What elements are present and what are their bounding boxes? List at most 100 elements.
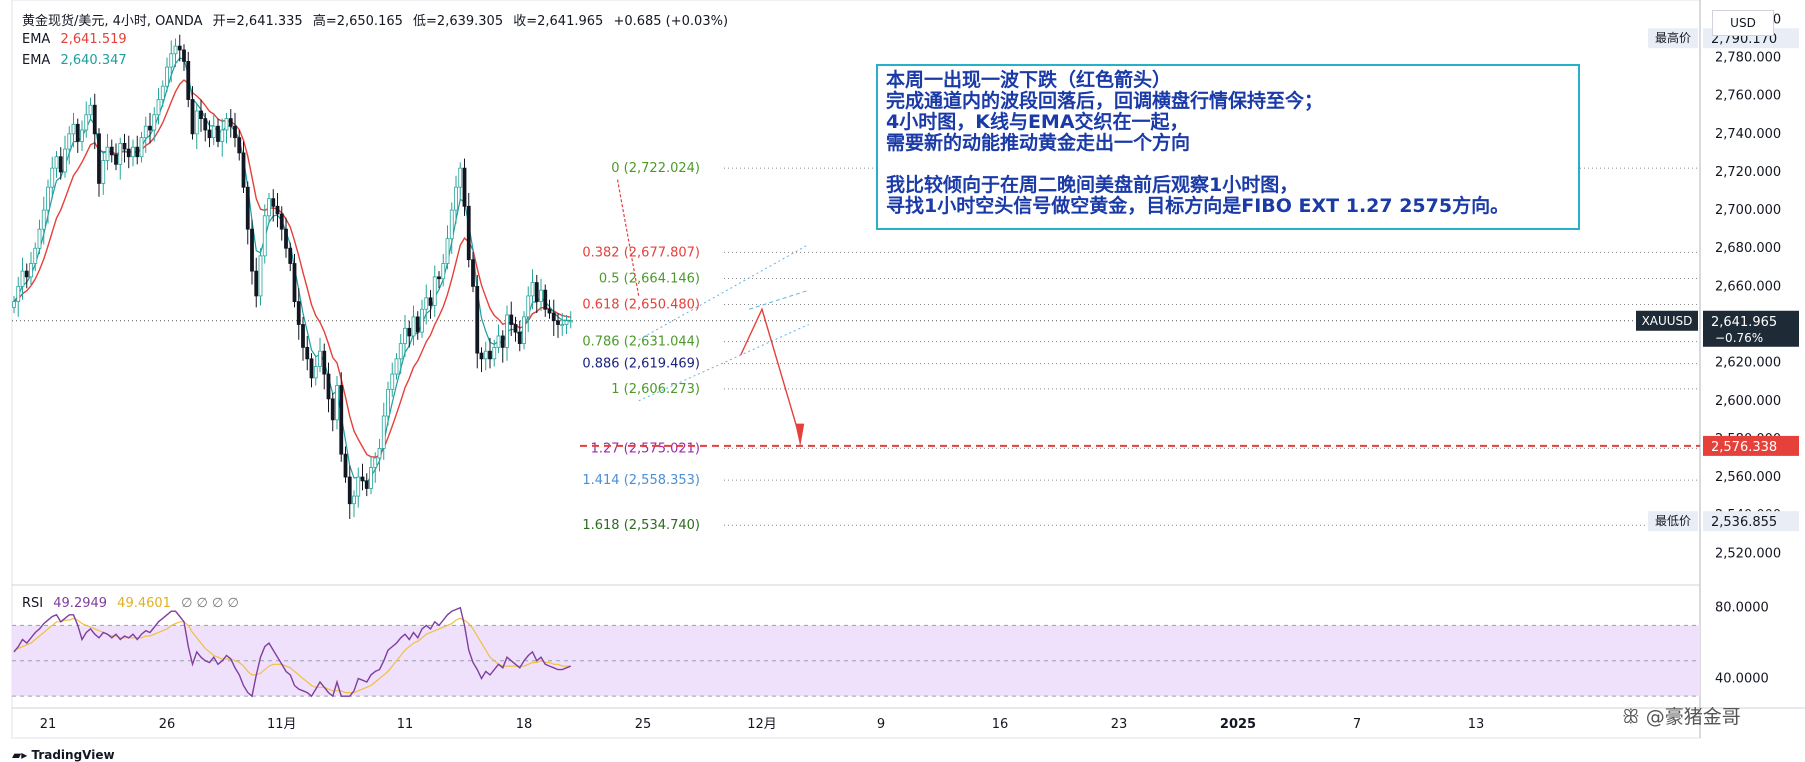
candle-body	[318, 350, 322, 367]
rsi-ma-value: 49.4601	[117, 596, 171, 611]
time-tick-label: 16	[992, 717, 1009, 732]
channel-lower-line	[638, 324, 809, 402]
target-price-value: 2,576.338	[1711, 440, 1777, 455]
candle-body	[20, 270, 25, 287]
candle-body	[335, 385, 339, 421]
candle-body	[254, 270, 259, 297]
candle-body	[50, 167, 55, 188]
symbol-tag-label: XAUUSD	[1642, 314, 1693, 328]
annotation-line: 本周一出现一波下跌（红色箭头）	[886, 69, 1172, 91]
weibo-icon: ꕥ	[1622, 706, 1640, 728]
candle-body	[46, 186, 50, 211]
candle-body	[492, 346, 497, 360]
candle-body	[568, 320, 573, 323]
time-tick-label: 18	[516, 717, 533, 732]
currency-button[interactable]: USD	[1712, 10, 1774, 36]
time-tick-label: 11	[397, 717, 414, 732]
candle-body	[152, 114, 157, 131]
forecast-arrowhead-icon	[795, 423, 805, 447]
candle-body	[534, 282, 539, 303]
price-tick-label: 2,720.000	[1715, 165, 1781, 180]
candle-body	[356, 476, 361, 497]
fib-level-label: 0.382 (2,677.807)	[582, 245, 700, 260]
candle-body	[547, 308, 552, 314]
candle-body	[415, 316, 420, 333]
candle-body	[301, 324, 305, 348]
extreme-price-value: 2,536.855	[1711, 515, 1777, 530]
candle-body	[352, 495, 356, 505]
candle-body	[271, 198, 276, 207]
fib-level-label: 1.618 (2,534.740)	[582, 518, 700, 533]
candle-body	[305, 346, 310, 360]
candle-body	[169, 53, 174, 68]
candle-body	[560, 324, 565, 327]
candle-body	[160, 85, 165, 100]
candle-body	[466, 205, 471, 261]
rsi-legend[interactable]: RSI 49.2949 49.4601 ∅ ∅ ∅ ∅	[22, 596, 239, 611]
time-tick-label: 7	[1353, 717, 1361, 732]
annotation-line: 4小时图，K线与EMA交织在一起，	[886, 111, 1189, 133]
candle-body	[500, 335, 505, 348]
ema-legend-1[interactable]: EMA 2,641.519	[22, 32, 127, 47]
candle-body	[296, 301, 301, 325]
candle-body	[220, 129, 225, 142]
candle-body	[513, 324, 518, 333]
annotation-line: 完成通道内的波段回落后，回调横盘行情保持至今；	[886, 90, 1324, 112]
price-tick-label: 2,520.000	[1715, 546, 1781, 561]
tradingview-branding[interactable]: ▰▸ TradingView	[12, 748, 115, 762]
candle-body	[139, 137, 144, 158]
fib-level-label: 0.618 (2,650.480)	[582, 298, 700, 313]
candle-body	[228, 118, 233, 127]
candle-body	[364, 480, 369, 489]
candle-body	[29, 263, 33, 278]
candle-body	[509, 314, 514, 325]
extreme-price-label: 最高价	[1655, 30, 1691, 45]
ema2-value: 2,640.347	[60, 53, 127, 68]
candle-body	[250, 228, 254, 272]
candle-body	[441, 263, 446, 280]
watermark-text: @豪猪金哥	[1645, 706, 1741, 728]
candle-body	[543, 289, 548, 310]
candle-body	[475, 285, 480, 354]
price-tick-label: 2,660.000	[1715, 279, 1781, 294]
ema-legend-2[interactable]: EMA 2,640.347	[22, 53, 127, 68]
last-price-change: −0.76%	[1715, 331, 1763, 345]
candle-body	[390, 373, 395, 390]
candle-body	[424, 297, 429, 310]
tradingview-logo-icon: ▰▸	[12, 748, 28, 762]
last-price-tag-bg[interactable]	[1703, 310, 1799, 347]
ohlc-high: 高=2,650.165	[312, 14, 403, 29]
candle-body	[122, 142, 127, 150]
symbol-title[interactable]: 黄金现货/美元, 4小时, OANDA	[22, 14, 203, 29]
fib-level-label: 1 (2,606.273)	[611, 382, 700, 397]
candle-body	[411, 316, 416, 337]
candle-body	[398, 343, 403, 360]
candle-body	[118, 142, 123, 165]
candle-body	[54, 156, 59, 169]
candle-body	[275, 205, 280, 215]
candle-body	[505, 314, 509, 348]
annotation-line: 寻找1小时空头信号做空黄金，目标方向是FIBO EXT 1.27 2575方向。	[886, 195, 1510, 217]
candle-body	[207, 129, 212, 139]
candle-body	[373, 457, 378, 468]
symbol-tag-bg	[1636, 310, 1698, 331]
fib-level-label: 1.27 (2,575.021)	[591, 441, 700, 456]
price-tick-label: 2,760.000	[1715, 89, 1781, 104]
candle-body	[539, 289, 543, 303]
price-tick-label: 2,600.000	[1715, 394, 1781, 409]
candle-body	[16, 285, 21, 303]
candle-body	[471, 259, 475, 287]
candle-body	[479, 352, 484, 360]
candle-body	[386, 388, 390, 417]
tradingview-text: TradingView	[31, 748, 115, 762]
price-tick-label: 2,680.000	[1715, 241, 1781, 256]
candle-body	[33, 247, 38, 264]
rsi-tick-label: 80.0000	[1715, 601, 1769, 616]
candle-body	[88, 104, 93, 116]
watermark: ꕥ @豪猪金哥	[1622, 702, 1741, 729]
candle-body	[347, 476, 352, 505]
candle-body	[37, 228, 42, 249]
extreme-price-label: 最低价	[1655, 514, 1691, 528]
candle-body	[564, 320, 569, 325]
